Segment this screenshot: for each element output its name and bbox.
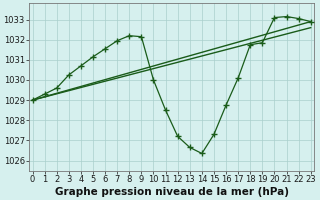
X-axis label: Graphe pression niveau de la mer (hPa): Graphe pression niveau de la mer (hPa) — [55, 187, 289, 197]
